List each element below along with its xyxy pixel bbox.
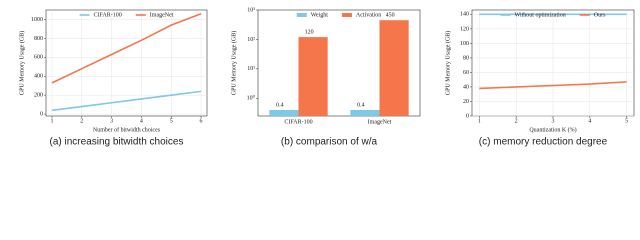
- x-tick-label: 1: [478, 118, 481, 124]
- value-label: 0.4: [357, 102, 365, 108]
- x-axis-label: Number of bitwidth choices: [93, 126, 161, 133]
- x-tick-label: 1: [50, 118, 53, 124]
- y-tick-label: 10⁰: [247, 95, 256, 102]
- x-tick-label: 5: [170, 118, 173, 124]
- y-tick-label: 140: [460, 12, 469, 18]
- x-tick-label: 6: [200, 118, 203, 124]
- legend-label: Activation: [356, 12, 381, 18]
- x-tick-label: 5: [625, 118, 628, 124]
- x-tick-label: CIFAR-100: [284, 119, 312, 125]
- y-tick-label: 10²: [247, 37, 255, 43]
- y-tick-label: 120: [460, 26, 469, 32]
- x-tick-label: ImageNet: [368, 119, 392, 125]
- legend-label: Without optimization: [515, 12, 566, 18]
- caption: (b) comparison of w/a: [281, 137, 378, 148]
- caption: (c) memory reduction degree: [479, 137, 608, 148]
- y-tick-label: 100: [460, 41, 469, 47]
- x-axis-label: Quantization K (%): [529, 126, 576, 133]
- y-tick-label: 60: [463, 70, 469, 76]
- y-tick-label: 40: [463, 84, 469, 90]
- y-tick-label: 20: [463, 99, 469, 105]
- x-tick-label: 3: [110, 118, 113, 124]
- value-label: 450: [386, 13, 395, 19]
- y-axis-label: GPU Memory Usage (GB): [444, 31, 451, 96]
- y-tick-label: 1000: [31, 17, 43, 23]
- y-tick-label: 800: [34, 36, 43, 42]
- y-axis-label: GPU Memory Usage (GB): [18, 31, 25, 96]
- y-tick-label: 0: [40, 111, 43, 117]
- value-label: 120: [305, 29, 314, 35]
- legend-label: CIFAR-100: [94, 12, 122, 18]
- y-tick-label: 10¹: [247, 66, 255, 72]
- y-axis-label: GPU Memory Usage (GB): [230, 31, 237, 96]
- bar: [269, 109, 299, 116]
- y-tick-label: 10³: [247, 7, 255, 13]
- line-series: [51, 13, 202, 84]
- legend-label: Weight: [311, 12, 329, 18]
- x-tick-label: 3: [552, 118, 555, 124]
- bar: [298, 37, 328, 117]
- bar: [350, 109, 380, 116]
- y-tick-label: 0: [466, 113, 469, 119]
- line-series: [479, 81, 627, 90]
- caption: (a) increasing bitwidth choices: [50, 137, 184, 148]
- bar: [379, 20, 409, 117]
- y-tick-label: 200: [34, 93, 43, 99]
- legend-label: ImageNet: [150, 12, 174, 18]
- plot-frame: [257, 9, 421, 117]
- x-tick-label: 4: [140, 118, 143, 124]
- y-tick-label: 80: [463, 55, 469, 61]
- value-label: 0.4: [276, 102, 284, 108]
- y-tick-label: 400: [34, 74, 43, 80]
- x-tick-label: 2: [80, 118, 83, 124]
- x-tick-label: 4: [588, 118, 591, 124]
- line-series: [51, 90, 202, 112]
- plot-frame: [45, 9, 208, 117]
- y-tick-label: 600: [34, 55, 43, 61]
- legend-label: Ours: [594, 12, 606, 18]
- x-tick-label: 2: [515, 118, 518, 124]
